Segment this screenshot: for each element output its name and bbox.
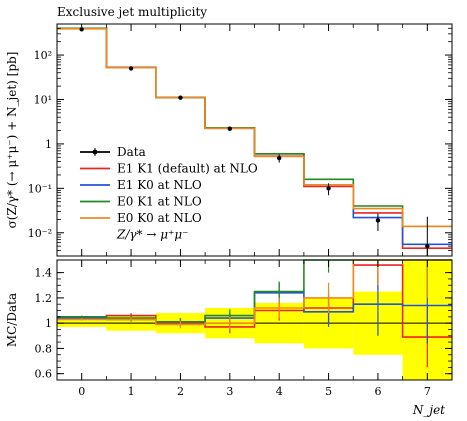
legend-process-note: Z/γ* → μ⁺μ⁻ — [116, 228, 189, 242]
x-tick-label: 4 — [276, 385, 283, 398]
ratio-series-4-line — [57, 259, 452, 326]
data-point — [276, 155, 282, 161]
legend-label: E1 K1 (default) at NLO — [117, 162, 258, 176]
y-tick-label: 1 — [45, 138, 52, 151]
ratio-y-axis-label: MC/Data — [5, 293, 19, 347]
x-tick-label: 6 — [374, 385, 381, 398]
x-tick-label: 7 — [424, 385, 431, 398]
ratio-y-tick-label: 1.4 — [35, 267, 53, 280]
y-tick-label: 10² — [34, 49, 52, 62]
x-tick-label: 5 — [325, 385, 332, 398]
ratio-y-tick-label: 0.8 — [35, 342, 53, 355]
legend-label: E0 K0 at NLO — [117, 211, 202, 225]
legend-label: E1 K0 at NLO — [117, 178, 202, 192]
x-tick-label: 2 — [177, 385, 184, 398]
ratio-plot-content — [57, 259, 452, 380]
y-tick-label: 10⁻² — [28, 227, 52, 240]
legend-label: Data — [117, 145, 146, 159]
y-tick-label: 10⁻¹ — [28, 182, 52, 195]
data-point — [128, 66, 134, 71]
main-y-axis-label: σ(Z/γ* (→ μ⁺μ⁻) + N_jet) [pb] — [5, 52, 19, 229]
x-ticks: 0 1 2 3 4 5 6 7 — [56, 24, 453, 398]
x-tick-label: 0 — [78, 385, 85, 398]
legend-label: E0 K1 at NLO — [117, 195, 202, 209]
y-tick-label: 10¹ — [34, 93, 52, 106]
x-tick-label: 1 — [128, 385, 135, 398]
data-point — [227, 126, 233, 131]
ratio-y-tick-label: 0.6 — [35, 368, 53, 381]
ratio-plot-panel: 0.6 0.8 1 1.2 1.4 0 1 2 3 4 5 6 7 — [35, 24, 453, 398]
x-axis-label: N_jet — [412, 403, 445, 417]
data-point — [375, 218, 381, 223]
ratio-y-tick-label: 1.2 — [35, 292, 53, 305]
ratio-y-ticks: 0.6 0.8 1 1.2 1.4 — [35, 267, 452, 381]
chart-title: Exclusive jet multiplicity — [57, 5, 207, 19]
data-point — [178, 95, 183, 100]
ratio-y-tick-label: 1 — [45, 317, 52, 330]
main-y-ticks: 10⁻² 10⁻¹ 1 10¹ 10² — [28, 23, 452, 257]
main-plot-panel: 10⁻² 10⁻¹ 1 10¹ 10² Data E1 K1 (default) at N… — [28, 23, 453, 257]
legend: Data E1 K1 (default) at NLO E1 K0 at NLO E0… — [80, 145, 258, 242]
data-point — [425, 243, 430, 249]
x-tick-label: 3 — [226, 385, 233, 398]
data-point — [326, 186, 331, 191]
